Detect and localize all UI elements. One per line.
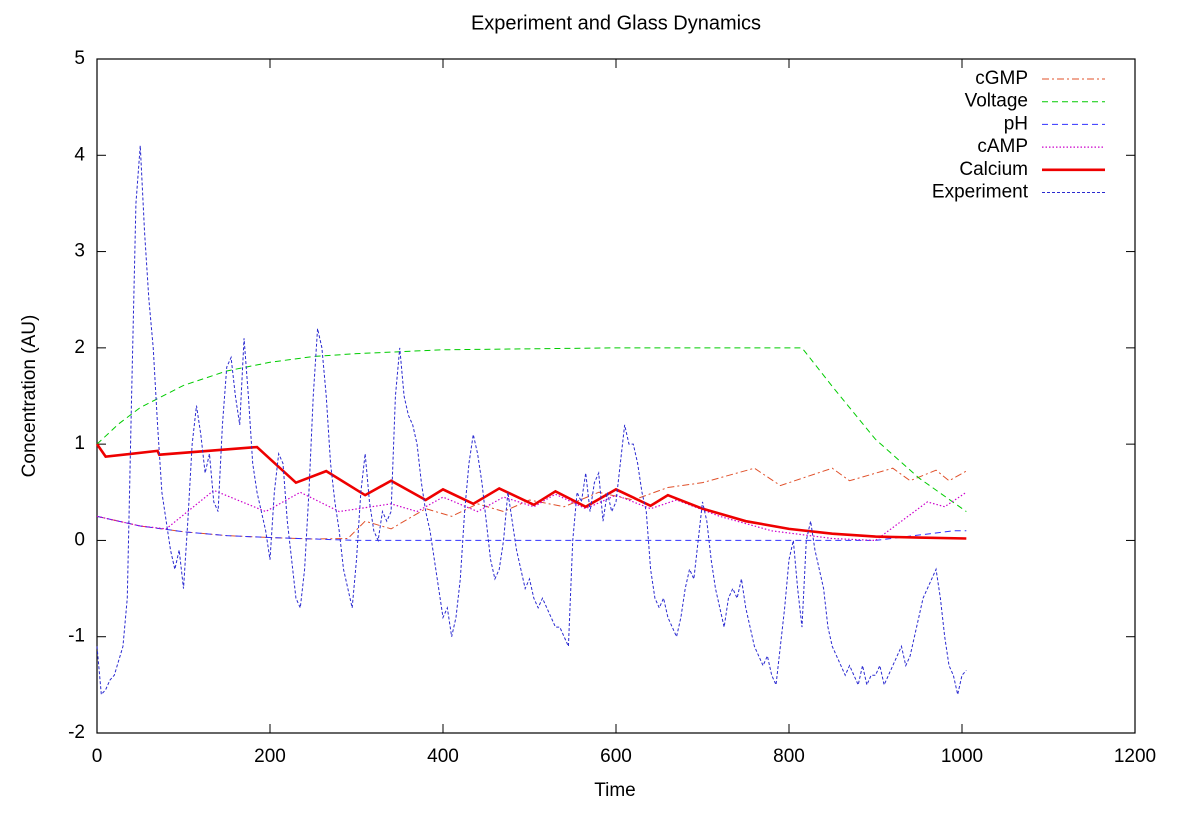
x-tick-label: 400 (427, 746, 459, 767)
y-tick-label: 3 (74, 241, 85, 262)
y-tick-label: 2 (74, 337, 85, 358)
series-line (96, 145, 967, 696)
x-tick-label: 600 (600, 746, 632, 767)
y-tick-label: 5 (74, 48, 85, 69)
chart-title: Experiment and Glass Dynamics (471, 12, 761, 34)
y-tick-label: 0 (74, 529, 85, 550)
legend-label: Experiment (932, 182, 1029, 203)
legend-label: Calcium (959, 159, 1028, 180)
legend-label: cGMP (975, 68, 1028, 89)
x-tick-label: 200 (254, 746, 286, 767)
y-tick-label: -2 (68, 722, 85, 743)
x-tick-label: 800 (773, 746, 805, 767)
x-axis-label: Time (594, 780, 636, 801)
series-line (95, 443, 967, 540)
x-tick-label: 1200 (1114, 746, 1156, 767)
y-tick-label: 1 (74, 433, 85, 454)
series-line (96, 515, 967, 541)
y-tick-label: 4 (74, 144, 85, 165)
legend-label: pH (1004, 113, 1028, 134)
y-tick-label: -1 (68, 626, 85, 647)
legend-label: cAMP (977, 136, 1028, 157)
legend-label: Voltage (965, 91, 1028, 112)
x-tick-label: 1000 (941, 746, 983, 767)
series-line (96, 347, 967, 512)
y-axis-label: Concentration (AU) (19, 315, 40, 478)
series-line (96, 467, 967, 540)
x-tick-label: 0 (92, 746, 103, 767)
series-line (96, 489, 967, 542)
